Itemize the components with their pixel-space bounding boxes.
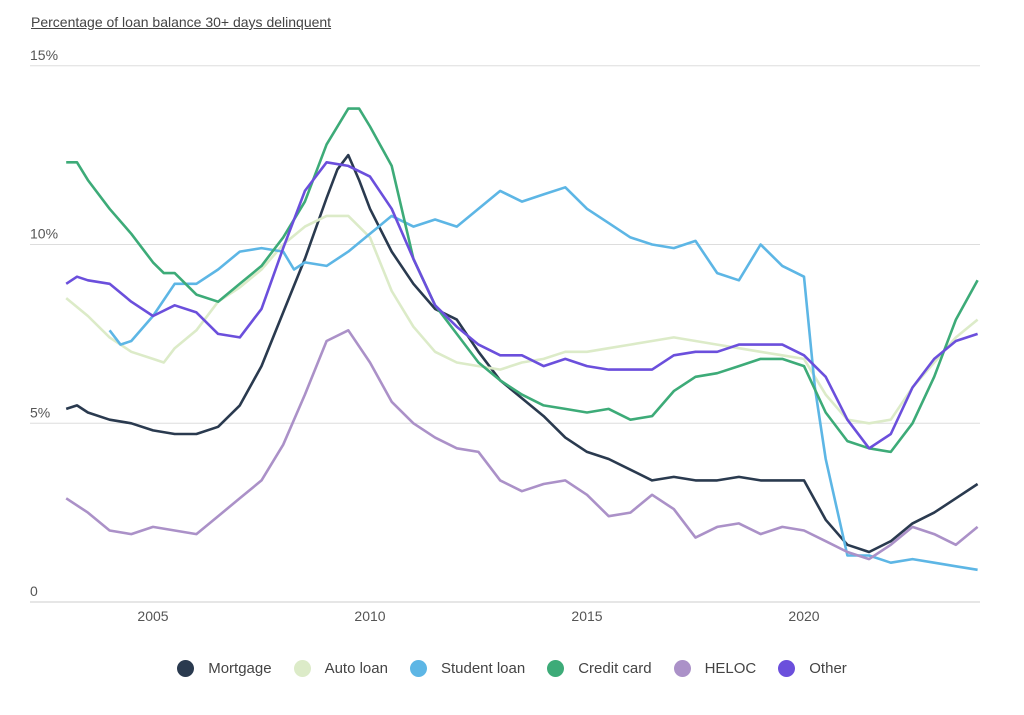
series-line-credit-card — [66, 107, 979, 454]
legend-item[interactable]: Auto loan — [293, 660, 388, 677]
legend-label: Student loan — [440, 660, 526, 677]
series-line-student-loan — [108, 186, 978, 572]
legend-item[interactable]: Student loan — [409, 660, 526, 677]
legend: Mortgage Auto loan Student loan Credit card… — [0, 660, 1024, 677]
y-tick-label: 0 — [30, 583, 38, 599]
legend-swatch — [547, 660, 565, 677]
series-line-auto-loan — [65, 214, 979, 425]
legend-label: Auto loan — [324, 660, 388, 677]
series-line-mortgage — [65, 153, 979, 554]
legend-label: Mortgage — [208, 660, 272, 677]
y-tick-label: 15% — [30, 47, 58, 63]
legend-item[interactable]: Other — [778, 660, 847, 677]
x-tick-label: 2010 — [354, 608, 385, 624]
legend-label: Other — [809, 660, 847, 677]
x-tick-label: 2020 — [788, 608, 819, 624]
x-tick-label: 2015 — [571, 608, 602, 624]
series-line-heloc — [65, 329, 979, 561]
legend-swatch — [778, 660, 796, 677]
legend-swatch — [293, 660, 311, 677]
legend-item[interactable]: Credit card — [547, 660, 652, 677]
y-tick-label: 5% — [30, 404, 50, 420]
legend-item[interactable]: HELOC — [673, 660, 757, 677]
legend-swatch — [409, 660, 427, 677]
legend-item[interactable]: Mortgage — [177, 660, 272, 677]
legend-swatch — [177, 660, 195, 677]
legend-label: HELOC — [704, 660, 757, 677]
chart-title: Percentage of loan balance 30+ days deli… — [31, 14, 332, 30]
legend-swatch — [673, 660, 691, 677]
series-line-other — [65, 161, 979, 450]
y-tick-label: 10% — [30, 226, 58, 242]
x-tick-label: 2005 — [137, 608, 168, 624]
legend-label: Credit card — [578, 660, 652, 677]
